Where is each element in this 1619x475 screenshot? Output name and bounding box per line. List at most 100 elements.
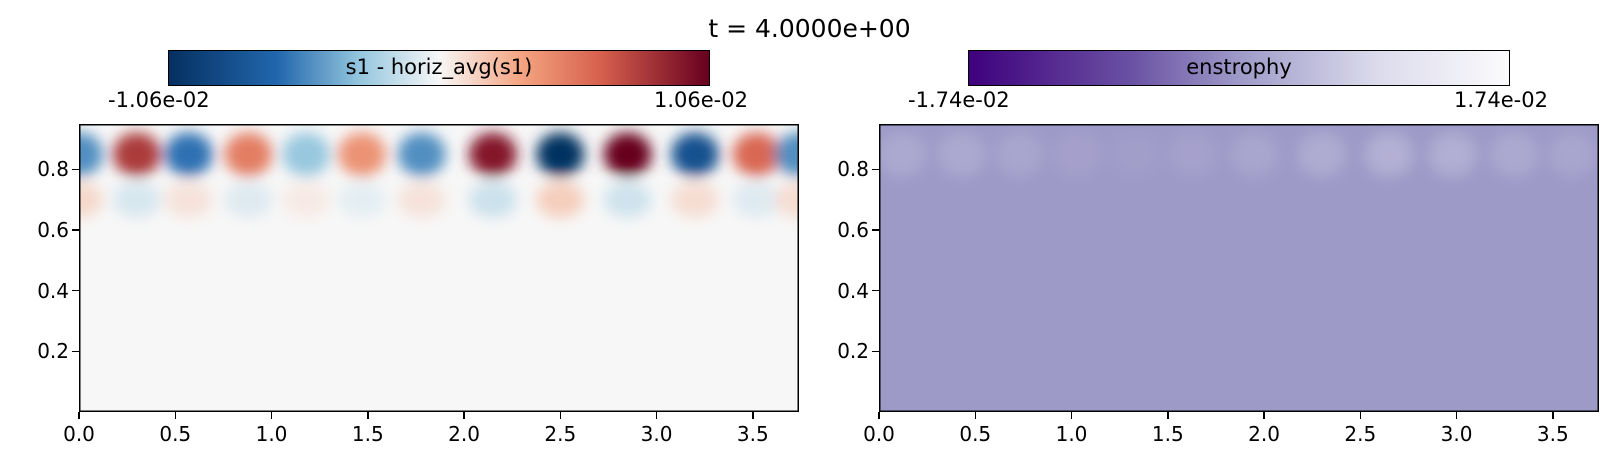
heatmap-svg bbox=[879, 124, 1599, 412]
y-tick-label: 0.8 bbox=[837, 157, 869, 182]
x-tick-label: 0.0 bbox=[63, 422, 95, 446]
x-tick-label: 1.0 bbox=[255, 422, 288, 446]
plot-frame bbox=[879, 124, 1599, 412]
heatmap-cell-upper bbox=[337, 132, 386, 177]
y-tick-label: 0.4 bbox=[837, 278, 869, 303]
x-tick bbox=[367, 412, 369, 419]
heatmap-cell-upper bbox=[1548, 132, 1597, 177]
heatmap-cell-lower bbox=[282, 181, 331, 218]
colorbar-max-label: 1.06e-02 bbox=[654, 88, 748, 112]
x-tick-label: 3.0 bbox=[1440, 422, 1473, 446]
figure-title: t = 4.0000e+00 bbox=[708, 14, 911, 43]
heatmap-cell-upper bbox=[468, 132, 517, 177]
x-tick bbox=[1167, 412, 1169, 419]
colorbar-label: enstrophy bbox=[1186, 55, 1292, 79]
x-tick bbox=[174, 412, 176, 419]
y-tick bbox=[872, 168, 879, 171]
heatmap-svg bbox=[79, 124, 799, 412]
y-tick bbox=[72, 289, 79, 292]
colorbar-max-label: 1.74e-02 bbox=[1454, 88, 1548, 112]
x-tick-label: 1.5 bbox=[1151, 422, 1184, 446]
x-tick-label: 1.0 bbox=[1055, 422, 1088, 446]
heatmap-cell-lower bbox=[671, 181, 720, 218]
heatmap-cell-upper bbox=[79, 132, 103, 177]
y-tick bbox=[72, 168, 79, 171]
heatmap-cell-lower bbox=[732, 181, 781, 218]
x-tick-label: 3.0 bbox=[640, 422, 673, 446]
heatmap-enstrophy bbox=[879, 124, 1599, 412]
x-tick bbox=[270, 412, 273, 419]
y-tick-label: 0.6 bbox=[37, 218, 69, 243]
x-tick bbox=[752, 412, 754, 419]
heatmap-cell-upper bbox=[671, 132, 720, 177]
heatmap-cell-lower bbox=[337, 181, 386, 218]
heatmap-cell-upper bbox=[224, 132, 273, 177]
y-tick-label: 0.4 bbox=[37, 278, 69, 303]
heatmap-cell-lower bbox=[603, 181, 652, 218]
heatmap-cell-lower bbox=[112, 181, 161, 218]
x-tick bbox=[463, 412, 465, 419]
heatmap-cell-lower bbox=[468, 181, 517, 218]
x-tick-label: 2.0 bbox=[448, 422, 480, 446]
x-tick bbox=[974, 412, 976, 419]
x-tick-label: 2.5 bbox=[544, 422, 577, 446]
x-tick bbox=[878, 412, 880, 419]
colorbar-enstrophy: enstrophy bbox=[968, 50, 1510, 86]
heatmap-cell-upper bbox=[1230, 132, 1279, 177]
x-tick bbox=[1263, 412, 1265, 419]
x-tick-label: 3.5 bbox=[1536, 422, 1569, 446]
y-tick-label: 0.6 bbox=[837, 218, 869, 243]
x-tick bbox=[1552, 412, 1554, 419]
colorbar-label: s1 - horiz_avg(s1) bbox=[345, 55, 533, 79]
x-tick-label: 0.0 bbox=[863, 422, 895, 446]
x-tick bbox=[655, 412, 658, 419]
heatmap-cell-upper bbox=[732, 132, 781, 177]
heatmap-cell-upper bbox=[1168, 132, 1217, 177]
heatmap-cell-upper bbox=[1428, 132, 1477, 177]
plot-frame bbox=[79, 124, 799, 412]
heatmap-cell-lower bbox=[224, 181, 273, 218]
y-tick bbox=[872, 350, 879, 353]
heatmap-cell-upper bbox=[1111, 132, 1160, 177]
x-tick-label: 0.5 bbox=[959, 422, 992, 446]
heatmap-cell-upper bbox=[164, 132, 213, 177]
y-tick bbox=[872, 289, 879, 292]
heatmap-background bbox=[879, 124, 1599, 412]
colorbar-min-label: -1.06e-02 bbox=[108, 88, 210, 112]
y-tick bbox=[72, 350, 79, 353]
x-tick bbox=[1455, 412, 1458, 419]
heatmap-cell-upper bbox=[536, 132, 585, 177]
heatmap-cell-lower bbox=[79, 181, 103, 218]
x-tick-label: 1.5 bbox=[351, 422, 384, 446]
heatmap-cell-lower bbox=[397, 181, 446, 218]
heatmap-cell-upper bbox=[775, 132, 799, 177]
colorbar-min-label: -1.74e-02 bbox=[908, 88, 1010, 112]
y-tick-label: 0.2 bbox=[837, 339, 869, 364]
heatmap-cell-lower bbox=[164, 181, 213, 218]
heatmap-cell-lower bbox=[536, 181, 585, 218]
heatmap-cell-lower bbox=[775, 181, 799, 218]
heatmap-s1 bbox=[79, 124, 799, 412]
heatmap-cell-upper bbox=[112, 132, 161, 177]
x-tick bbox=[1070, 412, 1073, 419]
y-tick-label: 0.8 bbox=[37, 157, 69, 182]
y-tick bbox=[72, 229, 79, 231]
heatmap-cell-upper bbox=[603, 132, 652, 177]
x-tick bbox=[1359, 412, 1362, 419]
colorbar-s1: s1 - horiz_avg(s1) bbox=[168, 50, 710, 86]
x-tick-label: 2.0 bbox=[1248, 422, 1280, 446]
heatmap-cell-upper bbox=[282, 132, 331, 177]
y-tick bbox=[872, 229, 879, 231]
heatmap-cell-upper bbox=[937, 132, 986, 177]
x-tick-label: 0.5 bbox=[159, 422, 192, 446]
heatmap-cell-upper bbox=[1053, 132, 1102, 177]
x-tick-label: 3.5 bbox=[736, 422, 769, 446]
heatmap-cell-upper bbox=[1297, 132, 1346, 177]
x-tick bbox=[78, 412, 80, 419]
heatmap-cell-upper bbox=[879, 132, 927, 177]
x-tick-label: 2.5 bbox=[1344, 422, 1377, 446]
heatmap-cell-upper bbox=[1490, 132, 1539, 177]
heatmap-cell-upper bbox=[1365, 132, 1414, 177]
heatmap-cell-upper bbox=[397, 132, 446, 177]
y-tick-label: 0.2 bbox=[37, 339, 69, 364]
